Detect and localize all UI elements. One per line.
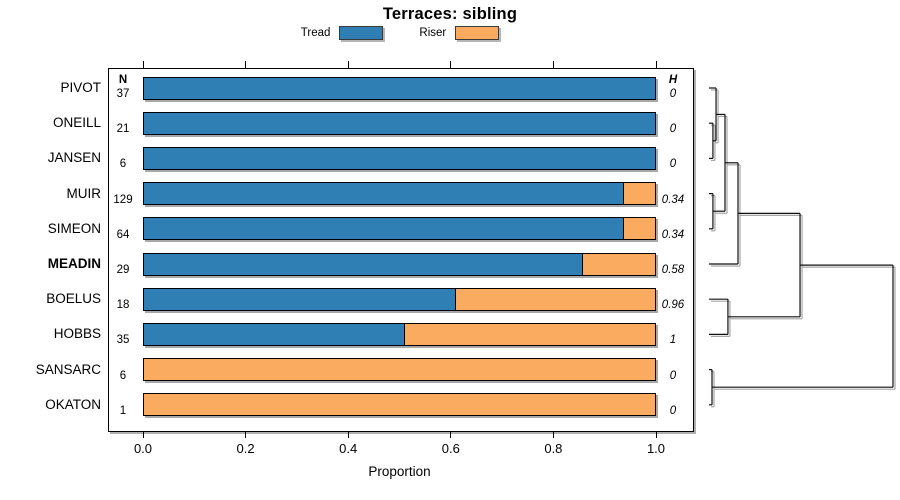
h-column-header: H [668, 74, 678, 86]
n-value: 129 [113, 193, 133, 206]
tread-segment [144, 183, 625, 205]
stacked-bar [143, 111, 656, 135]
legend: Tread Riser [108, 26, 692, 40]
category-label: OKATON [45, 396, 101, 412]
stacked-bar [143, 252, 656, 276]
h-value: 0 [669, 404, 677, 417]
x-tick-label: 0.0 [133, 441, 153, 456]
h-value: 0.34 [661, 228, 685, 241]
h-value: 1 [669, 334, 677, 347]
category-label: BOELUS [46, 291, 101, 307]
h-value: 0.58 [661, 264, 685, 276]
x-tick-top [347, 61, 349, 68]
n-column-header: N [118, 74, 128, 86]
n-value: 64 [116, 228, 130, 241]
x-tick-bottom [655, 431, 657, 438]
x-tick-bottom [245, 431, 247, 438]
category-label: MUIR [66, 185, 102, 201]
x-tick-bottom [142, 431, 144, 438]
dendrogram-shadow [711, 89, 896, 408]
x-tick-top [245, 61, 247, 68]
stacked-bar [143, 217, 656, 241]
stacked-bar [143, 76, 656, 100]
stacked-bar [143, 393, 656, 417]
tread-segment [144, 288, 456, 310]
n-value: 6 [119, 158, 127, 171]
legend-label-riser: Riser [419, 27, 447, 39]
category-label: HOBBS [53, 326, 101, 342]
x-tick-top [552, 61, 554, 68]
category-label: PIVOT [60, 80, 101, 95]
legend-label-tread: Tread [300, 27, 331, 39]
tread-segment [144, 253, 584, 275]
tread-color-swatch [339, 26, 384, 40]
tread-segment [144, 112, 655, 134]
n-value: 21 [116, 123, 130, 136]
x-tick-label: 0.8 [544, 441, 563, 456]
x-tick-label: 1.0 [646, 441, 666, 456]
stacked-bar [143, 358, 656, 382]
tread-segment [144, 218, 625, 240]
stacked-bar [143, 182, 656, 206]
tread-segment [144, 77, 655, 99]
chart-title: Terraces: sibling [382, 5, 518, 23]
n-value: 18 [116, 299, 130, 312]
n-value: 37 [116, 88, 130, 100]
x-tick-top [655, 61, 657, 68]
tread-segment [144, 323, 405, 345]
category-label: MEADIN [47, 256, 101, 271]
stacked-bar [143, 322, 656, 346]
legend-item-riser: Riser [419, 26, 500, 40]
n-value: 35 [116, 334, 130, 347]
stacked-bar [143, 146, 656, 170]
category-label: JANSEN [47, 150, 101, 166]
h-value: 0 [669, 88, 677, 100]
x-tick-bottom [552, 431, 554, 438]
x-tick-top [142, 61, 144, 68]
tread-segment [144, 147, 655, 169]
stacked-bar [143, 287, 656, 311]
x-tick-label: 0.6 [441, 441, 460, 456]
category-label: SIMEON [47, 220, 101, 236]
x-tick-top [450, 61, 452, 68]
h-value: 0 [669, 369, 677, 382]
x-tick-label: 0.2 [236, 441, 255, 456]
h-value: 0.34 [661, 193, 685, 206]
x-tick-bottom [347, 431, 349, 438]
x-tick-bottom [450, 431, 452, 438]
category-label: SANSARC [35, 361, 101, 377]
category-label: ONEILL [52, 115, 101, 131]
h-value: 0 [669, 123, 677, 136]
legend-item-tread: Tread [301, 26, 384, 40]
dendrogram-lines [709, 87, 894, 406]
x-axis-label: Proportion [368, 464, 431, 479]
h-value: 0.96 [661, 299, 685, 312]
n-value: 6 [119, 369, 127, 382]
n-value: 1 [119, 404, 127, 417]
n-value: 29 [116, 264, 130, 276]
x-tick-label: 0.4 [339, 441, 358, 456]
riser-color-swatch [455, 26, 500, 40]
h-value: 0 [669, 158, 677, 171]
